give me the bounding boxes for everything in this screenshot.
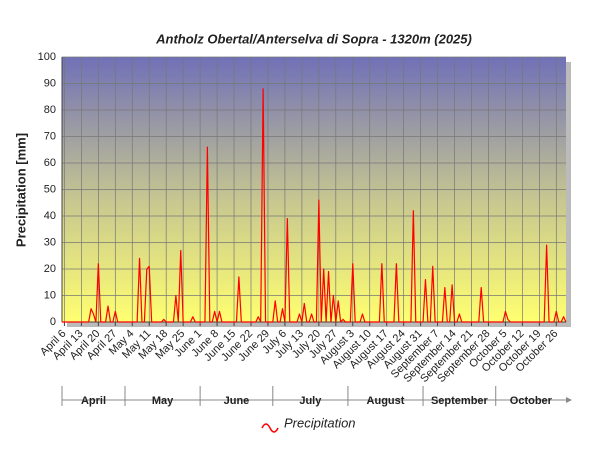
- y-tick-label: 0: [50, 316, 56, 328]
- month-label: May: [152, 395, 174, 407]
- month-label: July: [299, 395, 322, 407]
- month-label: April: [81, 395, 106, 407]
- y-tick-label: 40: [44, 210, 56, 222]
- y-axis-label: Precipitation [mm]: [13, 133, 28, 247]
- legend: Precipitation: [261, 415, 356, 433]
- y-tick-label: 70: [44, 130, 56, 142]
- y-tick-label: 90: [44, 77, 56, 89]
- legend-swatch: [261, 423, 279, 433]
- legend-label: Precipitation: [284, 415, 356, 430]
- chart-title: Antholz Obertal/Anterselva di Sopra - 13…: [155, 31, 472, 46]
- month-label: October: [510, 395, 553, 407]
- y-tick-label: 100: [38, 51, 56, 63]
- y-tick-label: 20: [44, 263, 56, 275]
- y-tick-label: 60: [44, 157, 56, 169]
- month-label: September: [431, 395, 489, 407]
- month-axis-arrow: [566, 397, 572, 403]
- data-line: [62, 88, 567, 323]
- month-label: June: [224, 395, 250, 407]
- y-tick-label: 30: [44, 236, 56, 248]
- y-tick-label: 10: [44, 289, 56, 301]
- y-tick-label: 80: [44, 104, 56, 116]
- y-tick-label: 50: [44, 183, 56, 195]
- month-label: August: [367, 395, 405, 407]
